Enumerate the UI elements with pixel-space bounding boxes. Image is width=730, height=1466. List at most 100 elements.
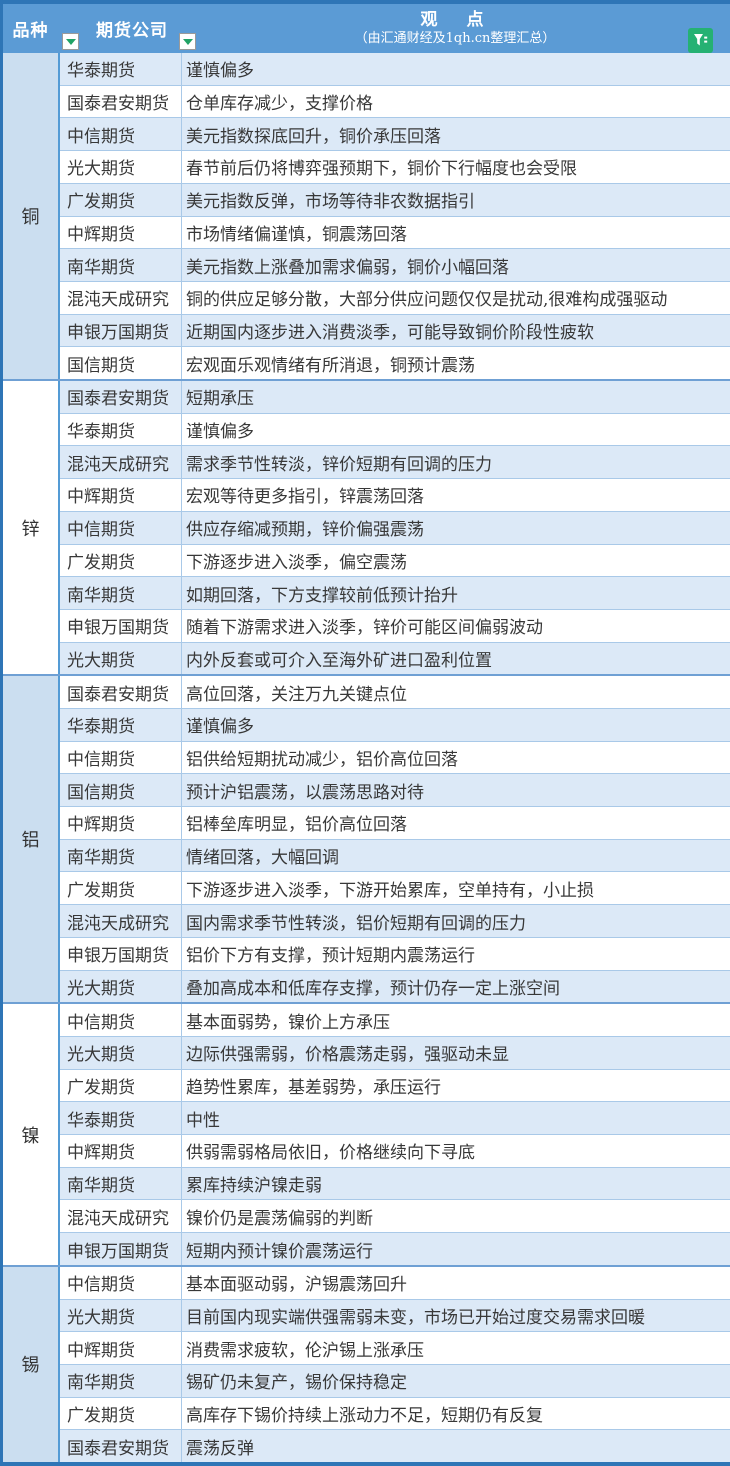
view-cell: 下游逐步进入淡季，下游开始累库，空单持有，小止损 bbox=[186, 880, 594, 901]
table-row: 中辉期货 铝棒垒库明显，铝价高位回落 bbox=[60, 806, 730, 839]
company-cell: 国信期货 bbox=[60, 347, 182, 380]
company-cell: 南华期货 bbox=[60, 1364, 182, 1397]
view-cell: 宏观面乐观情绪有所消退，铜预计震荡 bbox=[186, 355, 475, 376]
table-row: 国信期货 宏观面乐观情绪有所消退，铜预计震荡 bbox=[60, 346, 730, 380]
company-cell: 光大期货 bbox=[60, 1036, 182, 1069]
table-row: 华泰期货 谨慎偏多 bbox=[60, 53, 730, 85]
table-row: 光大期货 内外反套或可介入至海外矿进口盈利位置 bbox=[60, 641, 730, 675]
funnel-icon bbox=[694, 34, 708, 46]
view-cell: 美元指数上涨叠加需求偏弱，铜价小幅回落 bbox=[186, 257, 509, 278]
company-cell: 华泰期货 bbox=[60, 413, 182, 446]
variety-section-锌: 锌国泰君安期货 短期承压 华泰期货 谨慎偏多 混沌天成研究 需求季节性转淡，锌价短期有回调… bbox=[3, 378, 730, 675]
table-row: 国泰君安期货 短期承压 bbox=[60, 380, 730, 413]
table-row: 华泰期货 中性 bbox=[60, 1101, 730, 1135]
section-rows: 中信期货 基本面驱动弱，沪锡震荡回升 光大期货 目前国内现实端供强需弱未变，市场已开始… bbox=[60, 1266, 730, 1462]
header-company: 期货公司 bbox=[58, 4, 180, 53]
view-cell: 铜的供应足够分散，大部分供应问题仅仅是扰动,很难构成强驱动 bbox=[186, 290, 668, 311]
table-row: 南华期货 美元指数上涨叠加需求偏弱，铜价小幅回落 bbox=[60, 248, 730, 281]
view-cell: 仓单库存减少，支撑价格 bbox=[186, 94, 373, 115]
view-cell: 叠加高成本和低库存支撑，预计仍存一定上涨空间 bbox=[186, 978, 560, 999]
company-cell: 光大期货 bbox=[60, 151, 182, 183]
table-row: 中信期货 基本面驱动弱，沪锡震荡回升 bbox=[60, 1266, 730, 1299]
table-row: 广发期货 下游逐步进入淡季，偏空震荡 bbox=[60, 543, 730, 577]
section-rows: 中信期货 基本面弱势，镍价上方承压 光大期货 边际供强需弱，价格震荡走弱，强驱动未显广… bbox=[60, 1004, 730, 1265]
view-cell: 市场情绪偏谨慎，铜震荡回落 bbox=[186, 224, 407, 245]
view-cell: 春节前后仍将博弈强预期下，铜价下行幅度也会受限 bbox=[186, 159, 577, 180]
table-row: 广发期货 趋势性累库，基差弱势，承压运行 bbox=[60, 1068, 730, 1102]
company-filter-dropdown-button[interactable] bbox=[179, 33, 196, 50]
variety-filter-dropdown-button[interactable] bbox=[62, 33, 79, 50]
company-cell: 国泰君安期货 bbox=[60, 676, 182, 708]
table-row: 国信期货 预计沪铝震荡，以震荡思路对待 bbox=[60, 773, 730, 807]
table-row: 混沌天成研究 铜的供应足够分散，大部分供应问题仅仅是扰动,很难构成强驱动 bbox=[60, 280, 730, 314]
variety-section-镍: 镍中信期货 基本面弱势，镍价上方承压 光大期货 边际供强需弱，价格震荡走弱，强驱动未显… bbox=[3, 1002, 730, 1265]
table-row: 广发期货 美元指数反弹，市场等待非农数据指引 bbox=[60, 182, 730, 216]
table-row: 国泰君安期货 高位回落，关注万九关键点位 bbox=[60, 676, 730, 708]
table-row: 光大期货 叠加高成本和低库存支撑，预计仍存一定上涨空间 bbox=[60, 969, 730, 1003]
company-cell: 混沌天成研究 bbox=[60, 905, 182, 937]
company-cell: 光大期货 bbox=[60, 1299, 182, 1332]
header-view-subtitle: （由汇通财经及1qh.cn整理汇总） bbox=[354, 31, 556, 46]
company-cell: 广发期货 bbox=[60, 544, 182, 577]
view-cell: 国内需求季节性转淡，铝价短期有回调的压力 bbox=[186, 913, 526, 934]
view-cell: 随着下游需求进入淡季，锌价可能区间偏弱波动 bbox=[186, 618, 543, 639]
section-rows: 华泰期货 谨慎偏多 国泰君安期货 仓单库存减少，支撑价格 中信期货 美元指数探底回升，铜价… bbox=[60, 53, 730, 380]
table-row: 光大期货 春节前后仍将博弈强预期下，铜价下行幅度也会受限 bbox=[60, 150, 730, 183]
header-view: 观 点 （由汇通财经及1qh.cn整理汇总） bbox=[180, 4, 730, 53]
view-cell: 基本面驱动弱，沪锡震荡回升 bbox=[186, 1275, 407, 1296]
company-cell: 中辉期货 bbox=[60, 479, 182, 511]
table-row: 广发期货 高库存下锡价持续上涨动力不足，短期仍有反复 bbox=[60, 1396, 730, 1430]
table-row: 中信期货 铝供给短期扰动减少，铝价高位回落 bbox=[60, 740, 730, 774]
variety-cell: 锡 bbox=[3, 1266, 60, 1462]
table-row: 国泰君安期货 震荡反弹 bbox=[60, 1429, 730, 1462]
view-cell: 美元指数反弹，市场等待非农数据指引 bbox=[186, 192, 475, 213]
view-cell: 需求季节性转淡，锌价短期有回调的压力 bbox=[186, 454, 492, 475]
view-cell: 累库持续沪镍走弱 bbox=[186, 1176, 322, 1197]
company-cell: 中辉期货 bbox=[60, 1332, 182, 1364]
company-cell: 申银万国期货 bbox=[60, 609, 182, 642]
company-cell: 中信期货 bbox=[60, 741, 182, 774]
table-row: 南华期货 情绪回落，大幅回调 bbox=[60, 838, 730, 872]
company-cell: 华泰期货 bbox=[60, 53, 182, 85]
view-cell: 谨慎偏多 bbox=[186, 422, 254, 443]
table-row: 光大期货 目前国内现实端供强需弱未变，市场已开始过度交易需求回暖 bbox=[60, 1298, 730, 1332]
table-row: 混沌天成研究 镍价仍是震荡偏弱的判断 bbox=[60, 1199, 730, 1233]
view-cell: 铝供给短期扰动减少，铝价高位回落 bbox=[186, 750, 458, 771]
company-cell: 广发期货 bbox=[60, 872, 182, 905]
header-view-title: 观 点 bbox=[420, 9, 490, 30]
table-row: 申银万国期货 短期内预计镍价震荡运行 bbox=[60, 1232, 730, 1265]
table-row: 申银万国期货 随着下游需求进入淡季，锌价可能区间偏弱波动 bbox=[60, 608, 730, 642]
company-cell: 广发期货 bbox=[60, 1397, 182, 1430]
variety-cell: 铜 bbox=[3, 53, 60, 379]
view-cell: 中性 bbox=[186, 1110, 220, 1131]
variety-section-铜: 铜华泰期货 谨慎偏多 国泰君安期货 仓单库存减少，支撑价格 中信期货 美元指数探底回升，铜… bbox=[3, 53, 730, 380]
company-cell: 华泰期货 bbox=[60, 708, 182, 741]
company-cell: 申银万国期货 bbox=[60, 1233, 182, 1265]
company-cell: 中信期货 bbox=[60, 118, 182, 151]
table-row: 南华期货 如期回落，下方支撑较前低预计抬升 bbox=[60, 576, 730, 609]
company-cell: 南华期货 bbox=[60, 249, 182, 281]
view-cell: 目前国内现实端供强需弱未变，市场已开始过度交易需求回暖 bbox=[186, 1307, 645, 1328]
section-rows: 国泰君安期货 短期承压 华泰期货 谨慎偏多 混沌天成研究 需求季节性转淡，锌价短期有回调的… bbox=[60, 380, 730, 675]
funnel-filter-badge[interactable] bbox=[688, 28, 713, 53]
view-cell: 近期国内逐步进入消费淡季，可能导致铜价阶段性疲软 bbox=[186, 322, 594, 343]
view-cell: 如期回落，下方支撑较前低预计抬升 bbox=[186, 585, 458, 606]
header-variety-label: 品种 bbox=[12, 21, 49, 41]
table-row: 中信期货 供应存缩减预期，锌价偏强震荡 bbox=[60, 510, 730, 544]
company-cell: 中信期货 bbox=[60, 511, 182, 544]
view-cell: 镍价仍是震荡偏弱的判断 bbox=[186, 1208, 373, 1229]
company-cell: 混沌天成研究 bbox=[60, 1200, 182, 1233]
variety-cell: 锌 bbox=[3, 380, 60, 675]
company-cell: 申银万国期货 bbox=[60, 937, 182, 970]
company-cell: 混沌天成研究 bbox=[60, 446, 182, 479]
company-cell: 光大期货 bbox=[60, 970, 182, 1003]
view-cell: 短期承压 bbox=[186, 389, 254, 410]
company-cell: 中信期货 bbox=[60, 1266, 182, 1299]
company-cell: 国信期货 bbox=[60, 774, 182, 807]
table-body: 铜华泰期货 谨慎偏多 国泰君安期货 仓单库存减少，支撑价格 中信期货 美元指数探底回升，铜… bbox=[3, 53, 730, 1462]
view-cell: 高位回落，关注万九关键点位 bbox=[186, 684, 407, 705]
view-cell: 内外反套或可介入至海外矿进口盈利位置 bbox=[186, 650, 492, 671]
company-cell: 南华期货 bbox=[60, 1167, 182, 1200]
table-row: 中信期货 美元指数探底回升，铜价承压回落 bbox=[60, 117, 730, 151]
